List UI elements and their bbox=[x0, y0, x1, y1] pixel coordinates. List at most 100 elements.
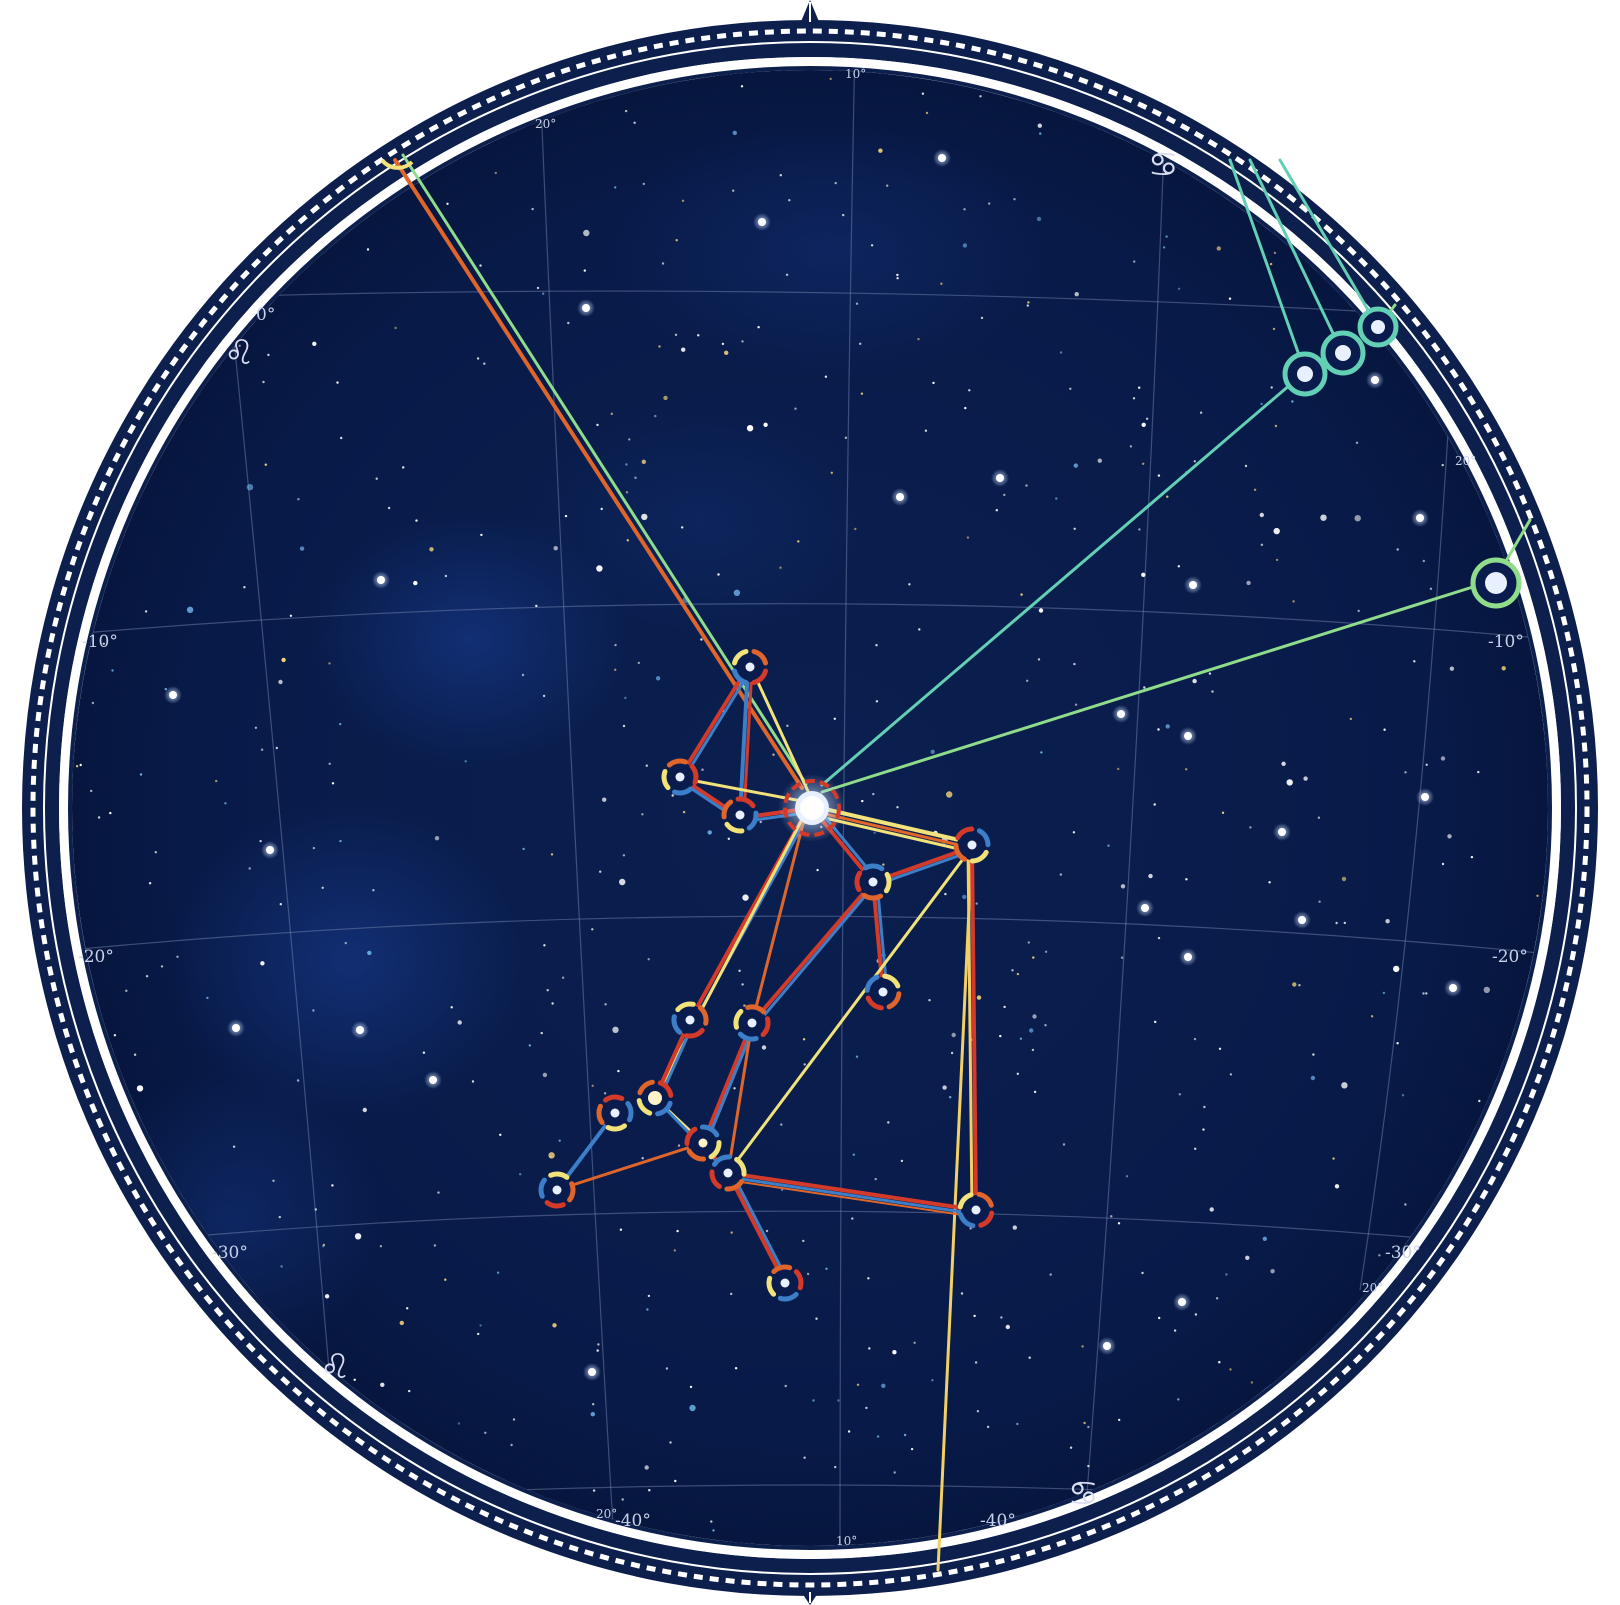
background-star bbox=[264, 463, 267, 466]
background-star bbox=[724, 350, 729, 355]
background-star bbox=[1477, 770, 1480, 774]
star-core bbox=[878, 987, 888, 997]
star-ring-segment bbox=[625, 1101, 634, 1123]
background-star bbox=[408, 1389, 411, 1393]
dec-label-m20-left: -20° bbox=[78, 947, 114, 967]
background-star bbox=[1253, 488, 1257, 491]
constellation-star[interactable] bbox=[733, 1004, 771, 1042]
star-core bbox=[723, 1168, 733, 1178]
background-star bbox=[938, 154, 946, 162]
background-star bbox=[622, 724, 626, 728]
star-ring-segment bbox=[637, 1079, 655, 1096]
constellation-star[interactable] bbox=[636, 1079, 674, 1117]
main-bright-star[interactable] bbox=[778, 774, 846, 842]
background-star bbox=[614, 643, 617, 647]
constellation-star[interactable] bbox=[721, 796, 759, 834]
background-star bbox=[1027, 301, 1030, 304]
background-star bbox=[1260, 402, 1263, 406]
constellation-star[interactable] bbox=[957, 1191, 995, 1229]
constellation-star[interactable] bbox=[671, 1001, 709, 1039]
constellation-star[interactable] bbox=[596, 1094, 634, 1132]
star-ring-segment bbox=[603, 1094, 625, 1103]
background-star bbox=[873, 831, 876, 834]
background-star bbox=[1073, 463, 1079, 468]
background-star bbox=[1062, 1143, 1066, 1146]
dec-label-m10-right: -10° bbox=[1488, 632, 1524, 652]
background-star bbox=[802, 1239, 805, 1243]
star-ring-segment bbox=[955, 826, 975, 841]
background-star bbox=[1244, 464, 1248, 468]
background-star bbox=[1483, 986, 1491, 994]
star-ring-segment bbox=[732, 668, 749, 685]
background-star bbox=[1447, 834, 1452, 839]
background-star bbox=[1003, 493, 1006, 497]
background-star bbox=[896, 493, 904, 501]
constellation-star[interactable] bbox=[709, 1154, 747, 1192]
background-star bbox=[483, 362, 486, 365]
background-star bbox=[962, 894, 967, 900]
background-star bbox=[865, 1406, 868, 1410]
background-star bbox=[988, 202, 991, 205]
background-star bbox=[1357, 609, 1360, 613]
background-star bbox=[867, 1277, 870, 1280]
north-pointer-icon[interactable] bbox=[800, 0, 820, 24]
background-star bbox=[1281, 761, 1286, 766]
background-star bbox=[681, 347, 686, 352]
background-star bbox=[551, 1002, 554, 1005]
star-ring-segment bbox=[751, 649, 768, 666]
background-star bbox=[344, 941, 347, 945]
highlighted-star[interactable] bbox=[1282, 351, 1328, 397]
highlighted-star[interactable] bbox=[1320, 330, 1366, 376]
constellation-star[interactable] bbox=[538, 1171, 576, 1209]
background-star bbox=[542, 1072, 548, 1078]
background-star bbox=[963, 208, 966, 211]
constellation-star[interactable] bbox=[854, 863, 892, 901]
background-star bbox=[1125, 1175, 1129, 1178]
background-star bbox=[362, 1107, 367, 1113]
highlighted-star[interactable] bbox=[1357, 306, 1399, 348]
constellation-star[interactable] bbox=[864, 973, 902, 1011]
background-star bbox=[727, 837, 730, 840]
background-star bbox=[1072, 831, 1076, 834]
background-star bbox=[278, 679, 283, 685]
highlighted-star[interactable] bbox=[1470, 557, 1522, 609]
background-star bbox=[1194, 1313, 1198, 1316]
background-star bbox=[375, 477, 378, 480]
background-star bbox=[429, 547, 434, 552]
background-star bbox=[855, 1055, 859, 1058]
background-star bbox=[951, 1032, 956, 1038]
constellation-star[interactable] bbox=[661, 758, 699, 796]
star-core bbox=[552, 1185, 562, 1195]
background-star bbox=[732, 189, 735, 192]
background-star bbox=[932, 381, 935, 385]
background-star bbox=[1262, 1236, 1268, 1242]
background-star bbox=[437, 1191, 440, 1194]
background-star bbox=[521, 673, 525, 677]
background-star bbox=[847, 1430, 851, 1433]
dec-label-m30-left: -30° bbox=[212, 1243, 248, 1263]
background-star bbox=[238, 344, 241, 347]
background-star bbox=[1270, 386, 1273, 389]
background-star bbox=[1148, 873, 1153, 879]
background-star bbox=[741, 340, 744, 343]
background-star bbox=[1031, 1048, 1035, 1052]
constellation-star[interactable] bbox=[684, 1124, 722, 1162]
constellation-star[interactable] bbox=[766, 1264, 804, 1302]
south-pointer-icon[interactable] bbox=[800, 1590, 820, 1605]
constellation-star[interactable] bbox=[732, 649, 768, 685]
star-ring-segment bbox=[548, 1171, 570, 1180]
ra-label-10-top: 10° bbox=[845, 67, 866, 81]
background-star bbox=[940, 282, 943, 285]
constellation-star[interactable] bbox=[953, 826, 991, 864]
background-star bbox=[806, 1272, 810, 1276]
background-star bbox=[875, 644, 878, 647]
background-star bbox=[299, 546, 305, 551]
background-star bbox=[322, 1245, 325, 1248]
background-star bbox=[1335, 921, 1338, 925]
background-star bbox=[266, 846, 274, 854]
background-star bbox=[340, 436, 343, 440]
milky-way bbox=[80, 120, 1050, 1370]
background-star bbox=[675, 239, 678, 242]
cancer-symbol-icon: ♋ bbox=[1068, 1474, 1098, 1514]
